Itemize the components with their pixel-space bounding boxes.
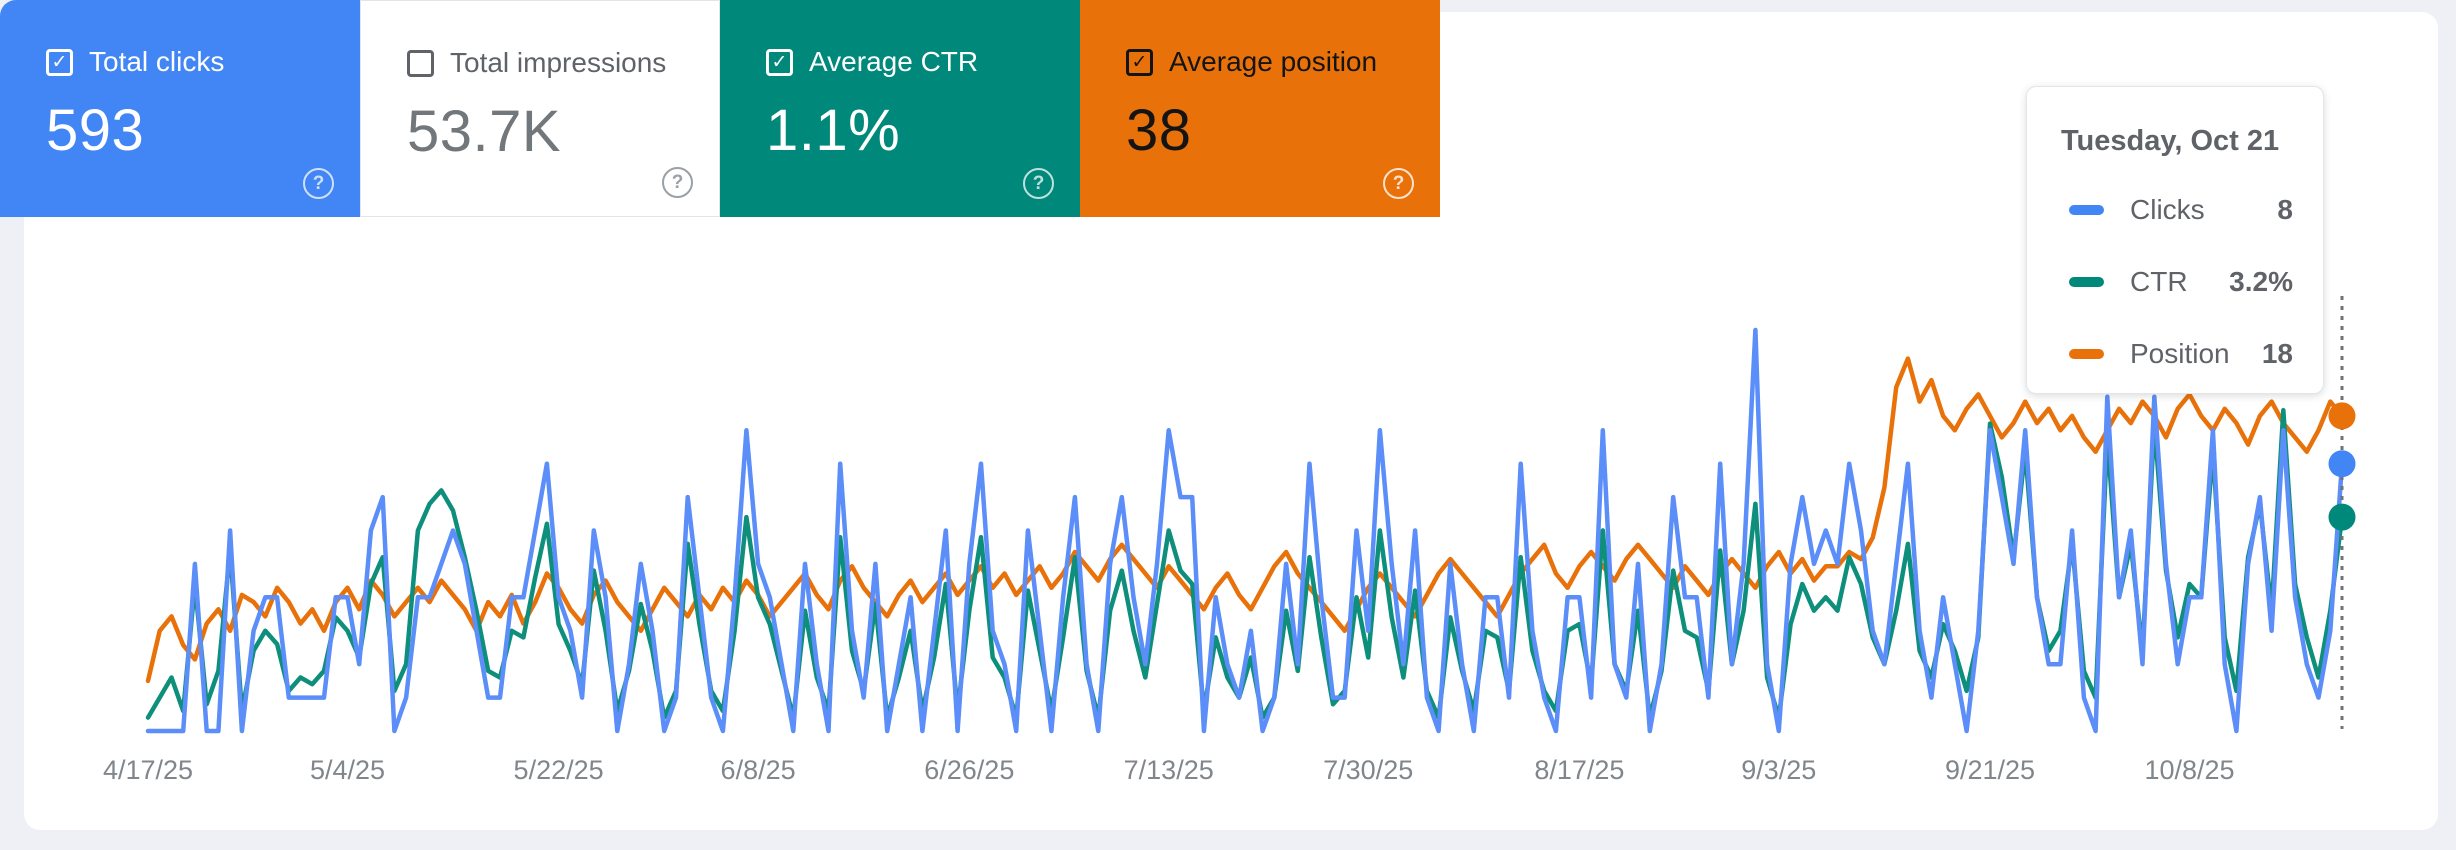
tooltip-row-position: Position 18 — [2061, 318, 2293, 390]
series-line-clicks — [145, 327, 2345, 734]
tooltip-row-label: CTR — [2130, 266, 2188, 297]
clicks-series-dash-icon — [2069, 205, 2104, 215]
x-axis-label: 9/3/25 — [1741, 755, 1816, 785]
metric-card-average-position[interactable]: ✓ Average position 38 ? — [1080, 0, 1440, 217]
card-head: ✓ Average CTR — [766, 48, 1080, 76]
metric-card-total-impressions[interactable]: Total impressions 53.7K ? — [360, 0, 720, 217]
card-label: Average position — [1169, 46, 1378, 77]
total-clicks-value: 593 — [46, 98, 145, 163]
metric-card-total-clicks[interactable]: ✓ Total clicks 593 ? — [0, 0, 360, 217]
card-label: Average CTR — [809, 46, 979, 77]
tooltip-row-ctr: CTR 3.2% — [2061, 246, 2293, 318]
tooltip-row-value: 18 — [2261, 338, 2293, 369]
hovered-point-dot-position — [2328, 402, 2356, 430]
tooltip-row-label: Position — [2130, 338, 2230, 369]
card-label: Total impressions — [450, 47, 667, 78]
total-impressions-value: 53.7K — [407, 99, 562, 164]
x-axis-label: 6/26/25 — [924, 755, 1014, 785]
x-axis-label: 8/17/25 — [1534, 755, 1624, 785]
x-axis-label: 4/17/25 — [103, 755, 193, 785]
tooltip-row-clicks: Clicks 8 — [2061, 174, 2293, 246]
checkbox-checked-icon[interactable]: ✓ — [766, 48, 793, 76]
average-position-value: 38 — [1126, 98, 1192, 163]
checkbox-checked-icon[interactable]: ✓ — [46, 48, 73, 76]
x-axis-label: 6/8/25 — [721, 755, 796, 785]
x-axis-label: 9/21/25 — [1945, 755, 2035, 785]
x-axis-label: 10/8/25 — [2144, 755, 2234, 785]
tooltip-row-value: 3.2% — [2229, 266, 2293, 297]
chart-hover-tooltip: Tuesday, Oct 21 Clicks 8 CTR 3.2% Positi… — [2026, 86, 2324, 394]
metric-cards-row: ✓ Total clicks 593 ? Total impressions 5… — [0, 0, 1440, 217]
card-head: Total impressions — [407, 49, 719, 77]
checkbox-checked-icon[interactable]: ✓ — [1126, 48, 1153, 76]
x-axis-label: 7/13/25 — [1124, 755, 1214, 785]
average-ctr-value: 1.1% — [766, 98, 901, 163]
position-series-dash-icon — [2069, 349, 2104, 359]
x-axis-label: 7/30/25 — [1323, 755, 1413, 785]
x-axis-label: 5/22/25 — [514, 755, 604, 785]
help-icon[interactable]: ? — [1383, 168, 1414, 199]
tooltip-rows: Clicks 8 CTR 3.2% Position 18 — [2061, 174, 2293, 390]
hovered-point-dot-clicks — [2328, 450, 2356, 478]
help-icon[interactable]: ? — [303, 168, 334, 199]
help-icon[interactable]: ? — [662, 167, 693, 198]
help-icon[interactable]: ? — [1023, 168, 1054, 199]
ctr-series-dash-icon — [2069, 277, 2104, 287]
x-axis-label: 5/4/25 — [310, 755, 385, 785]
hovered-point-dot-ctr — [2328, 503, 2356, 531]
checkbox-unchecked-icon[interactable] — [407, 49, 434, 77]
card-label: Total clicks — [89, 46, 225, 77]
metric-card-average-ctr[interactable]: ✓ Average CTR 1.1% ? — [720, 0, 1080, 217]
tooltip-date-title: Tuesday, Oct 21 — [2061, 125, 2280, 157]
card-head: ✓ Total clicks — [46, 48, 360, 76]
tooltip-row-value: 8 — [2277, 194, 2293, 225]
tooltip-row-label: Clicks — [2130, 194, 2205, 225]
card-head: ✓ Average position — [1126, 48, 1440, 76]
